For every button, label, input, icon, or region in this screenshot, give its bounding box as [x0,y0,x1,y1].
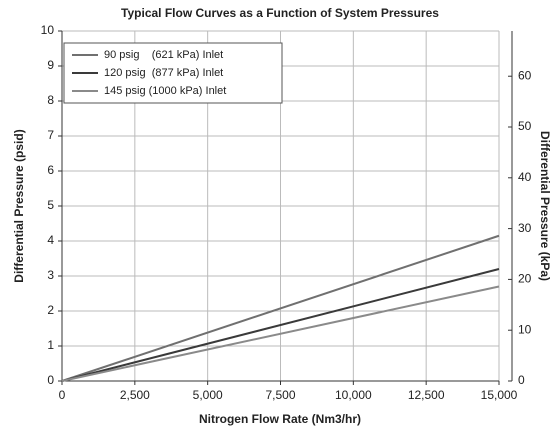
x-tick-label: 12,500 [408,388,445,402]
legend-label: 120 psig (877 kPa) Inlet [104,67,223,79]
legend-box [63,42,283,104]
y-tick-label: 4 [47,233,54,247]
y-tick-label: 7 [47,128,54,142]
series-line [61,234,500,382]
x-tick-label: 2,500 [120,388,150,402]
y-tick-label: 10 [41,23,55,37]
y-tick-label: 6 [47,163,54,177]
x-axis-label: Nitrogen Flow Rate (Nm3/hr) [199,412,361,426]
y-tick-label: 1 [47,338,54,352]
y-tick-label: 8 [47,93,54,107]
legend-label: 145 psig (1000 kPa) Inlet [104,85,226,97]
y-axis-label: Differential Pressure (psid) [12,129,26,282]
y-tick-label: 3 [47,268,54,282]
y2-axis-label: Differential Pressure (kPa) [538,131,552,281]
series-line [61,268,500,382]
y-tick-label: 9 [47,58,54,72]
x-tick-label: 5,000 [193,388,223,402]
y-tick-label: 2 [47,303,54,317]
y2-tick-label: 30 [518,221,532,235]
y2-tick-label: 10 [518,322,532,336]
series-line [61,285,500,382]
y-tick-label: 5 [47,198,54,212]
y2-tick-label: 0 [518,373,525,387]
y2-tick-label: 20 [518,272,532,286]
x-tick-label: 0 [59,388,66,402]
y2-tick-label: 40 [518,170,532,184]
legend-label: 90 psig (621 kPa) Inlet [104,49,223,61]
y2-tick-label: 50 [518,119,532,133]
chart-title: Typical Flow Curves as a Function of Sys… [121,6,439,20]
x-tick-label: 10,000 [335,388,372,402]
y2-tick-label: 60 [518,68,532,82]
x-tick-label: 15,000 [481,388,518,402]
y-tick-label: 0 [47,373,54,387]
x-tick-label: 7,500 [265,388,295,402]
